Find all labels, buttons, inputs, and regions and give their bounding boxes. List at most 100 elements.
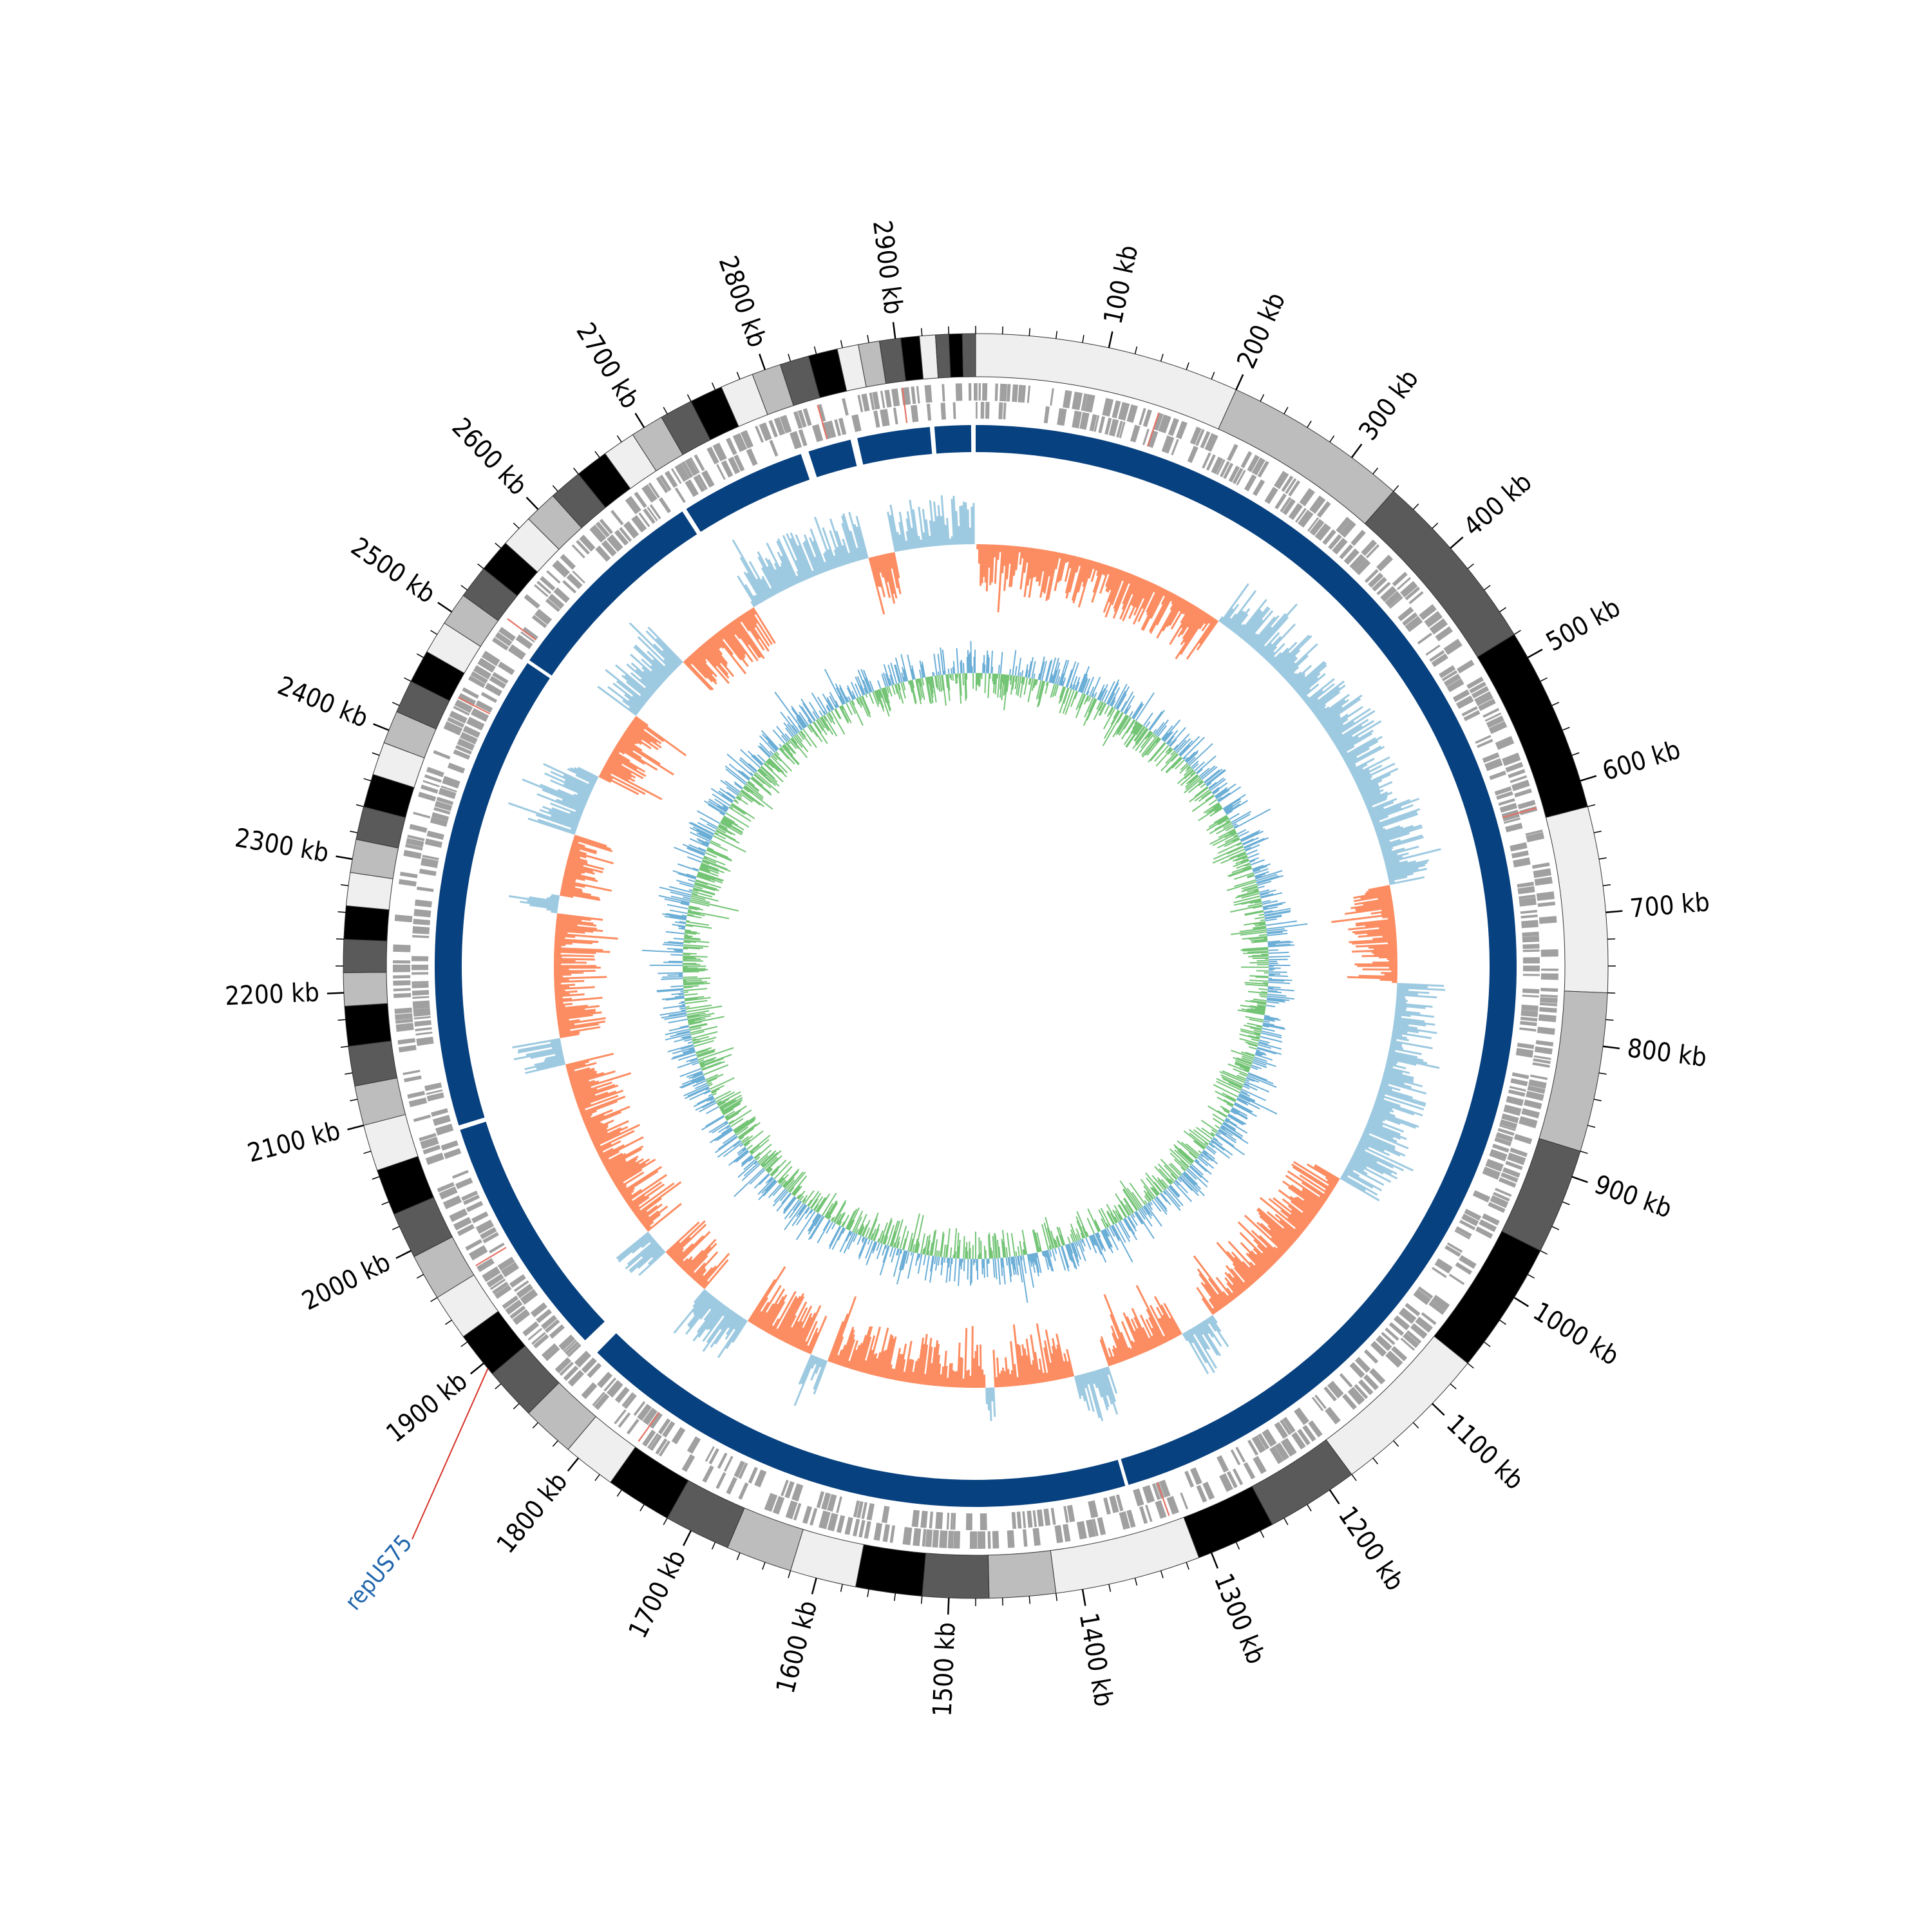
gene-feature bbox=[1424, 611, 1443, 628]
gene-feature bbox=[549, 1324, 565, 1339]
gene-feature bbox=[1126, 1510, 1136, 1528]
gene-feature bbox=[449, 710, 468, 724]
gene-feature bbox=[1435, 626, 1453, 641]
gene-feature bbox=[1307, 517, 1320, 532]
gene-feature bbox=[531, 1332, 546, 1345]
gene-feature bbox=[633, 1401, 646, 1416]
gene-feature bbox=[1400, 581, 1418, 598]
minor-tick bbox=[532, 1422, 539, 1429]
gene-feature bbox=[1482, 708, 1500, 718]
minor-tick bbox=[430, 1297, 438, 1302]
gene-feature bbox=[489, 676, 507, 689]
gene-feature bbox=[1243, 1462, 1256, 1480]
gene-feature bbox=[413, 1016, 431, 1020]
gene-feature bbox=[1522, 974, 1540, 976]
gene-feature bbox=[1405, 586, 1421, 601]
minor-tick bbox=[1028, 328, 1031, 336]
gene-feature bbox=[858, 1520, 866, 1538]
gene-feature bbox=[1354, 558, 1371, 576]
tick-label: 400 kb bbox=[1458, 468, 1537, 542]
gene-feature bbox=[1325, 1406, 1341, 1425]
gene-feature bbox=[619, 527, 632, 542]
contig-band bbox=[790, 1529, 864, 1587]
gene-feature bbox=[1285, 478, 1297, 495]
gene-feature bbox=[1339, 544, 1354, 560]
gene-feature bbox=[926, 403, 932, 421]
gene-feature bbox=[1517, 1043, 1535, 1050]
gene-feature bbox=[404, 1075, 422, 1083]
gene-feature bbox=[567, 1343, 582, 1358]
gene-feature bbox=[697, 474, 708, 490]
gene-feature bbox=[793, 1502, 802, 1520]
minor-tick bbox=[1607, 938, 1616, 940]
gene-feature bbox=[920, 1510, 928, 1528]
gene-feature bbox=[717, 1452, 728, 1469]
gene-feature bbox=[393, 992, 412, 998]
minor-tick bbox=[1587, 804, 1596, 808]
gene-feature bbox=[1012, 384, 1019, 402]
minor-tick bbox=[1283, 406, 1289, 415]
minor-tick bbox=[1055, 1593, 1057, 1602]
gene-feature bbox=[1388, 1322, 1405, 1336]
gene-feature bbox=[1036, 1509, 1044, 1527]
gene-feature bbox=[866, 1502, 875, 1520]
gene-feature bbox=[1195, 429, 1205, 446]
gene-feature bbox=[531, 614, 547, 629]
gene-feature bbox=[1050, 388, 1054, 406]
gene-feature bbox=[395, 1023, 414, 1032]
gene-feature bbox=[422, 855, 439, 860]
contig-band bbox=[922, 1553, 990, 1599]
gene-feature bbox=[439, 1186, 458, 1200]
gene-feature bbox=[433, 750, 451, 760]
gene-feature bbox=[1385, 1327, 1399, 1341]
gene-feature bbox=[791, 1483, 804, 1502]
rna-feature bbox=[1157, 1482, 1170, 1517]
gene-feature bbox=[1119, 421, 1126, 439]
gene-feature bbox=[422, 1144, 441, 1155]
contig-band bbox=[343, 972, 388, 1007]
gene-feature bbox=[1490, 1195, 1509, 1209]
tick-label: 2500 kb bbox=[346, 532, 440, 609]
gene-feature bbox=[1402, 612, 1418, 626]
gene-feature bbox=[1501, 1172, 1519, 1183]
gene-feature bbox=[1262, 1428, 1277, 1447]
gene-feature bbox=[1524, 1099, 1542, 1110]
major-tick bbox=[526, 497, 539, 510]
tick-label: 2900 kb bbox=[867, 219, 908, 316]
major-tick bbox=[567, 1457, 580, 1472]
gene-feature bbox=[393, 964, 411, 972]
gene-feature bbox=[693, 475, 705, 493]
gene-feature bbox=[1094, 415, 1100, 432]
gene-feature bbox=[819, 1510, 831, 1530]
gene-feature bbox=[1502, 752, 1521, 766]
gene-feature bbox=[1489, 1149, 1508, 1162]
gene-feature bbox=[1472, 1190, 1491, 1203]
major-tick bbox=[759, 354, 766, 370]
gene-feature bbox=[1282, 1417, 1296, 1434]
gene-feature bbox=[1535, 1040, 1554, 1046]
gene-feature bbox=[1502, 1167, 1520, 1178]
gene-feature bbox=[1361, 539, 1378, 556]
gene-feature bbox=[1522, 936, 1540, 943]
gene-feature bbox=[942, 384, 945, 402]
gene-feature bbox=[416, 1036, 434, 1046]
gene-feature bbox=[412, 972, 429, 975]
gene-feature bbox=[601, 540, 617, 557]
gene-feature bbox=[670, 468, 682, 484]
gene-feature bbox=[1474, 691, 1493, 706]
gene-feature bbox=[482, 1266, 501, 1282]
alignment-block bbox=[435, 663, 550, 1126]
gene-feature bbox=[1532, 862, 1550, 869]
gene-feature bbox=[481, 650, 500, 667]
gene-feature bbox=[621, 1392, 634, 1407]
gene-feature bbox=[402, 1070, 421, 1075]
gene-feature bbox=[1081, 393, 1088, 412]
gene-feature bbox=[634, 491, 647, 508]
gene-feature bbox=[1494, 786, 1512, 796]
gene-feature bbox=[552, 560, 570, 578]
gene-feature bbox=[1108, 419, 1119, 437]
gene-feature bbox=[1482, 1213, 1500, 1226]
minor-tick bbox=[363, 1150, 372, 1154]
minor-tick bbox=[552, 485, 558, 492]
gene-feature bbox=[462, 687, 479, 699]
